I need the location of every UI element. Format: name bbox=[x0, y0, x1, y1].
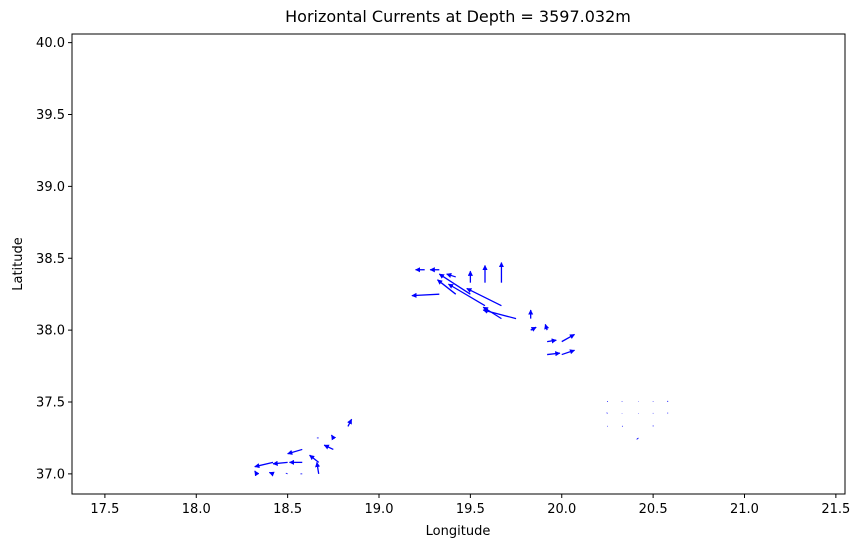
current-arrow bbox=[254, 461, 274, 469]
y-axis-label: Latitude bbox=[11, 237, 26, 291]
current-arrow bbox=[411, 292, 440, 298]
chart-title: Horizontal Currents at Depth = 3597.032m bbox=[285, 7, 631, 26]
y-tick-label: 38.0 bbox=[36, 324, 65, 339]
current-arrow bbox=[482, 308, 517, 320]
current-arrow bbox=[544, 323, 550, 331]
current-arrow bbox=[285, 472, 288, 475]
x-axis: 17.5 18.0 18.5 19.0 19.5 20.0 20.5 21.0 21.5 bbox=[90, 494, 850, 517]
current-arrow bbox=[466, 287, 502, 307]
y-axis: 37.0 37.5 38.0 38.5 39.0 39.5 40.0 bbox=[36, 36, 72, 482]
x-tick-label: 18.0 bbox=[182, 502, 211, 517]
current-arrow bbox=[330, 434, 337, 441]
plot-area bbox=[71, 33, 846, 495]
current-arrow bbox=[315, 461, 321, 474]
x-tick-label: 19.0 bbox=[365, 502, 394, 517]
x-tick-label: 20.5 bbox=[639, 502, 668, 517]
current-arrow bbox=[446, 272, 456, 278]
current-arrow bbox=[561, 349, 576, 356]
x-tick-label: 19.5 bbox=[456, 502, 485, 517]
current-arrow bbox=[323, 444, 334, 451]
y-tick-label: 40.0 bbox=[36, 36, 65, 51]
x-tick-label: 21.0 bbox=[730, 502, 759, 517]
current-arrow bbox=[482, 306, 502, 320]
x-tick-label: 20.0 bbox=[547, 502, 576, 517]
current-arrow bbox=[547, 338, 557, 344]
current-arrow bbox=[287, 448, 303, 455]
current-arrow bbox=[606, 412, 608, 414]
current-arrow bbox=[309, 454, 320, 463]
current-arrow bbox=[561, 333, 575, 343]
y-tick-label: 37.5 bbox=[36, 396, 65, 411]
x-tick-label: 18.5 bbox=[273, 502, 302, 517]
current-arrow bbox=[530, 326, 537, 332]
y-tick-label: 39.0 bbox=[36, 180, 65, 195]
current-arrow bbox=[636, 437, 639, 440]
current-arrow bbox=[254, 470, 260, 477]
arrow-field bbox=[254, 262, 669, 477]
x-tick-label: 21.5 bbox=[821, 502, 850, 517]
current-arrow bbox=[547, 351, 561, 357]
y-tick-label: 37.0 bbox=[36, 467, 65, 482]
x-tick-label: 17.5 bbox=[90, 502, 119, 517]
current-arrow bbox=[448, 283, 486, 307]
current-arrow bbox=[347, 418, 353, 427]
current-arrow bbox=[268, 471, 275, 477]
y-tick-label: 39.5 bbox=[36, 108, 65, 123]
current-arrow bbox=[272, 460, 288, 466]
y-tick-label: 38.5 bbox=[36, 252, 65, 267]
x-axis-label: Longitude bbox=[426, 524, 491, 539]
current-arrow bbox=[437, 279, 457, 295]
current-arrow bbox=[438, 273, 471, 295]
